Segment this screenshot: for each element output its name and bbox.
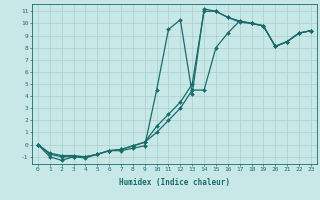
X-axis label: Humidex (Indice chaleur): Humidex (Indice chaleur): [119, 178, 230, 187]
